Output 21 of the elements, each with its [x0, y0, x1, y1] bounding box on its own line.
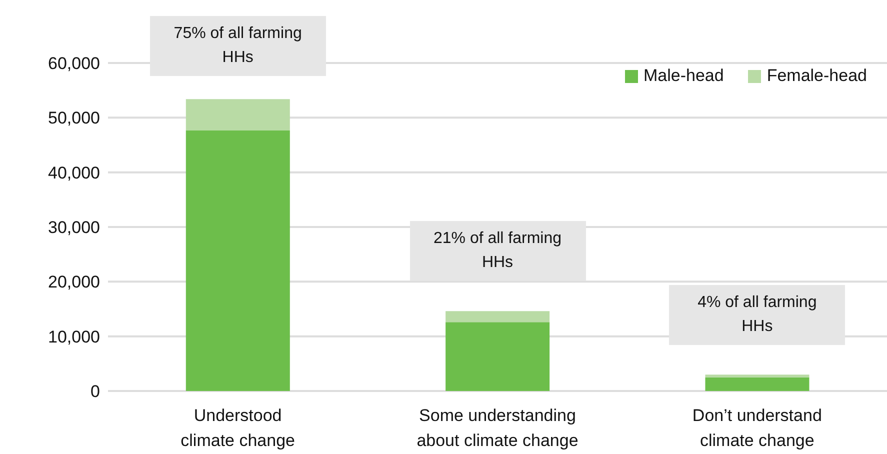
bar [705, 374, 810, 378]
y-tick-label: 20,000 [48, 272, 100, 292]
note-box: 4% of all farming HHs [669, 284, 846, 345]
y-tick-label: 10,000 [48, 327, 100, 346]
legend-label: Female-head [766, 66, 867, 86]
y-tick-label: 50,000 [48, 108, 100, 128]
legend-label: Male-head [642, 66, 724, 86]
x-tick-label: Don’t understand climate change [692, 406, 822, 450]
bar [446, 311, 550, 322]
bar [446, 322, 550, 391]
x-tick-label: Some understanding about climate change [416, 406, 578, 450]
y-tick-label: 30,000 [48, 218, 100, 238]
note-box: 21% of all farming HHs [410, 221, 586, 282]
y-tick-label: 40,000 [48, 163, 100, 182]
y-tick-label: 60,000 [48, 54, 100, 74]
y-tick-label: 0 [90, 382, 100, 402]
bar [186, 130, 290, 391]
note-box: 75% of all farming HHs [150, 16, 326, 76]
x-tick-label: Understood climate change [180, 406, 296, 450]
bar [705, 377, 810, 391]
bar [186, 99, 290, 130]
